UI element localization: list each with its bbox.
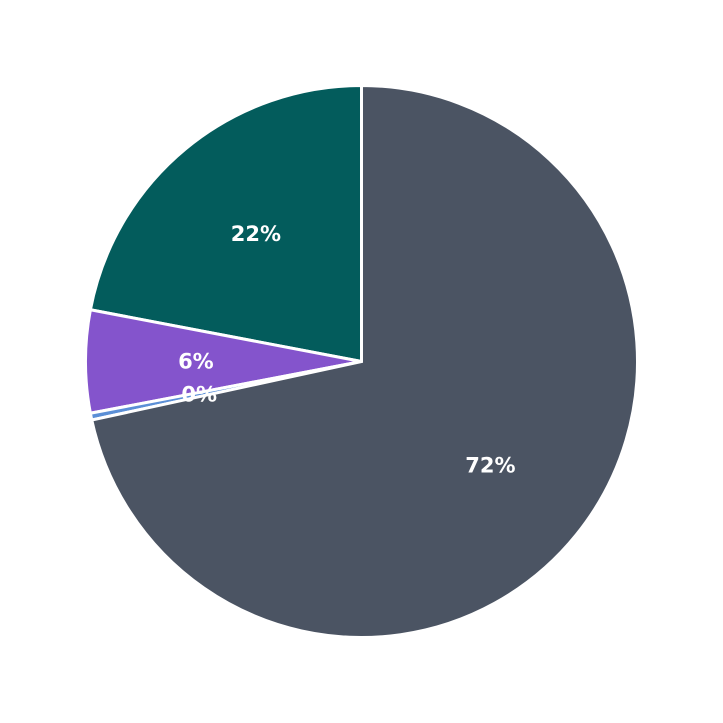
pie-slice-0: [88, 83, 363, 364]
pie-slice-label-0: 22%: [231, 222, 281, 246]
pie-labels: 22% 6% 0% 72%: [178, 222, 515, 478]
pie-slice-3: [89, 83, 639, 639]
pie-slice-label-3: 72%: [465, 453, 515, 477]
pie-slices: [84, 83, 639, 639]
pie-slice-label-2: 0%: [181, 383, 217, 407]
pie-slice-label-1: 6%: [178, 350, 214, 374]
